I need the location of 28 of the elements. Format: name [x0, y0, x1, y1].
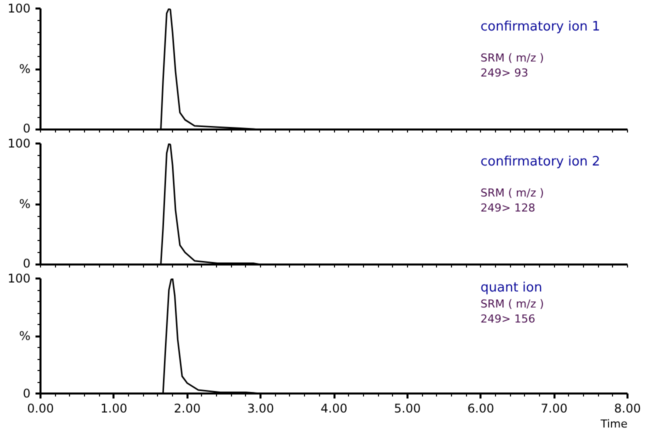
annotation: SRM ( m/z ) — [480, 52, 544, 64]
y-tick-label: % — [19, 329, 31, 343]
y-tick-label: 100 — [8, 136, 30, 150]
y-tick-label: 0 — [22, 256, 31, 270]
y-tick-label: 100 — [8, 272, 30, 286]
annotation: 249> 156 — [480, 312, 536, 326]
x-tick-label: 0.00 — [27, 402, 54, 416]
annotation: SRM ( m/z ) — [480, 298, 544, 310]
y-tick-label: % — [19, 62, 31, 76]
x-tick-label: 1.00 — [100, 402, 128, 416]
annotation: 249> 93 — [480, 66, 528, 80]
x-tick-label: 3.00 — [247, 402, 274, 416]
y-tick-label: % — [19, 197, 31, 211]
y-tick-label: 0 — [22, 122, 31, 136]
x-tick-label: 5.00 — [394, 402, 421, 416]
y-tick-label: 100 — [8, 2, 30, 16]
x-tick-label: 7.00 — [540, 402, 568, 416]
y-tick-label: 0 — [22, 386, 31, 400]
annotation: SRM ( m/z ) — [480, 186, 544, 200]
x-tick-label: 4.00 — [320, 402, 348, 416]
annotation: 249> 128 — [480, 202, 536, 214]
x-tick-label: 2.00 — [174, 402, 201, 416]
text: confirmatory ion 2 — [480, 154, 600, 170]
x-tick-label: 8.00 — [614, 402, 641, 416]
text: confirmatory ion 1 — [480, 20, 600, 34]
x-tick-label: 6.00 — [467, 402, 494, 416]
chart-title: quant ion — [480, 280, 542, 296]
x-axis-title: Time — [600, 418, 628, 430]
